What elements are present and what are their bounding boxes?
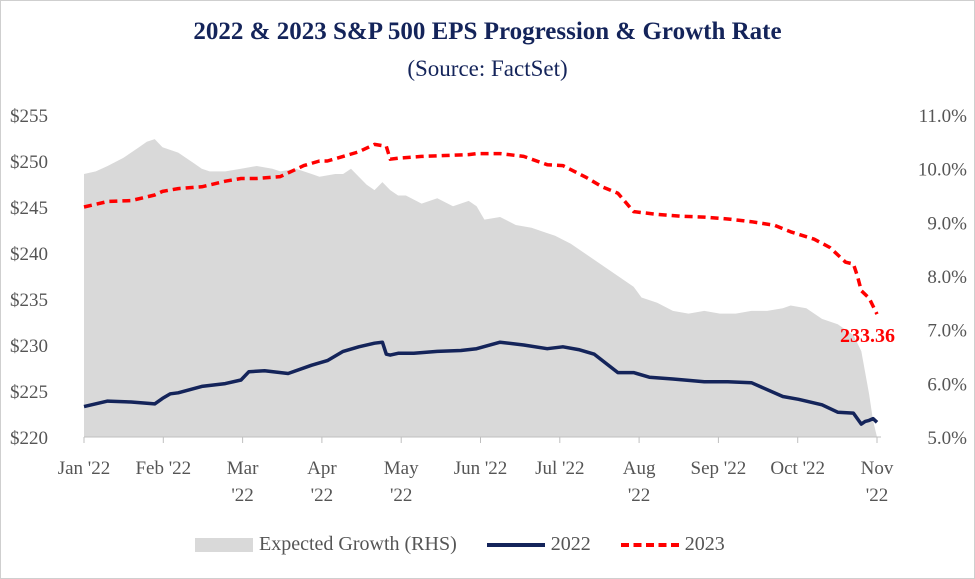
- right-tick-label: 10.0%: [918, 160, 967, 181]
- x-tick-label: May '22: [384, 458, 419, 506]
- x-tick-label: Jun '22: [454, 458, 508, 479]
- left-tick-label: $220: [10, 428, 48, 449]
- left-tick-label: $245: [10, 198, 48, 219]
- legend-swatch-2023: [620, 542, 679, 547]
- data-label-2023-last: 233.36: [840, 325, 895, 347]
- legend-item-expected-growth: Expected Growth (RHS): [195, 533, 457, 556]
- legend-item-2023: 2023: [620, 533, 725, 556]
- left-tick-label: $240: [10, 244, 48, 265]
- legend-swatch-2022: [486, 542, 545, 547]
- x-tick-label: Jul '22: [535, 458, 584, 479]
- left-tick-label: $235: [10, 290, 48, 311]
- x-tick-label: Mar '22: [227, 458, 259, 506]
- series-line-2022: [83, 340, 879, 426]
- legend-label-expected-growth: Expected Growth (RHS): [259, 533, 457, 555]
- x-tick-label: Aug '22: [623, 458, 656, 506]
- chart-title: 2022 & 2023 S&P 500 EPS Progression & Gr…: [193, 18, 782, 45]
- right-tick-label: 6.0%: [927, 374, 967, 395]
- right-tick-label: 7.0%: [927, 321, 967, 342]
- left-tick-label: $230: [10, 336, 48, 357]
- x-tick-label: Sep '22: [691, 458, 747, 479]
- right-tick-label: 8.0%: [927, 267, 967, 288]
- x-tick-label: Nov '22: [861, 458, 894, 506]
- chart-subtitle: (Source: FactSet): [407, 56, 568, 81]
- right-tick-label: 9.0%: [927, 213, 967, 234]
- legend-label-2023: 2023: [684, 533, 725, 555]
- series-area-expected-growth-rhs: [84, 139, 877, 437]
- x-tick-label: Jan '22: [58, 458, 111, 479]
- left-tick-label: $250: [10, 152, 48, 173]
- legend-item-2022: 2022: [486, 533, 591, 556]
- x-tick-label: Feb '22: [135, 458, 191, 479]
- chart-legend: Expected Growth (RHS) 2022 2023: [195, 533, 755, 556]
- legend-swatch-area: [195, 537, 253, 552]
- x-tick-label: Oct '22: [770, 458, 825, 479]
- left-tick-label: $225: [10, 382, 48, 403]
- legend-label-2022: 2022: [550, 533, 591, 555]
- right-tick-label: 11.0%: [919, 106, 968, 127]
- x-tick-label: Apr '22: [307, 458, 337, 506]
- right-tick-label: 5.0%: [927, 428, 967, 449]
- left-tick-label: $255: [10, 106, 48, 127]
